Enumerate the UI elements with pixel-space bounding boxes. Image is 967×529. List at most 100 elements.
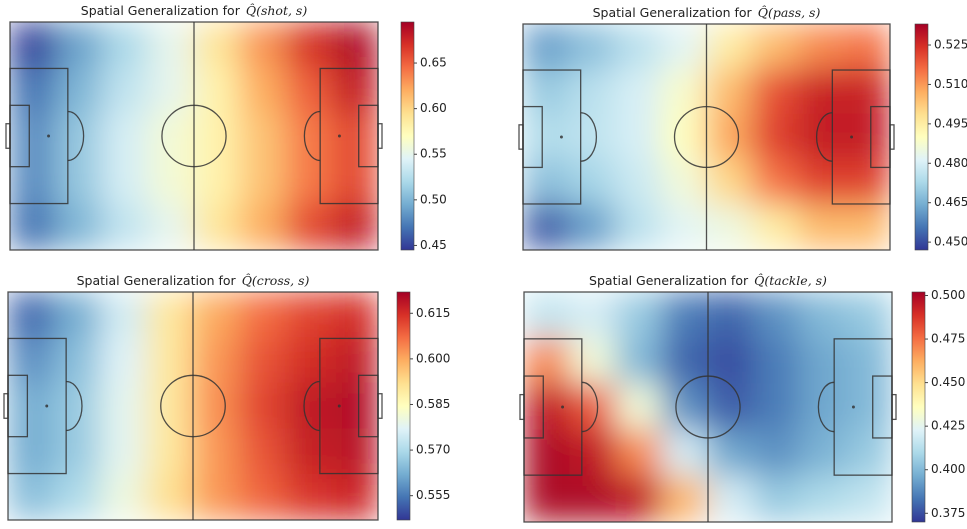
heat-cell: [147, 67, 195, 114]
pitch-line: [377, 123, 383, 149]
heat-cell: [101, 158, 149, 205]
heat-cell: [238, 291, 286, 339]
heat-cell: [147, 158, 195, 205]
heat-cell: [9, 158, 57, 205]
pitch-line: [5, 123, 11, 149]
heat-cell: [239, 158, 287, 205]
colorbar: [396, 291, 411, 521]
heat-cell: [845, 383, 893, 431]
heat-cell: [285, 158, 333, 205]
heat-cell: [9, 67, 57, 114]
colorbar-tick-label: 0.60: [420, 101, 447, 115]
colorbar-tick-label: 0.50: [420, 192, 447, 206]
heat-cell: [53, 337, 101, 384]
heat-cell: [285, 337, 333, 384]
heat-cell: [7, 337, 55, 384]
heat-cell: [797, 113, 845, 161]
heat-cell: [843, 68, 891, 115]
heat-cell: [55, 112, 103, 160]
colorbar-tick-label: 0.375: [931, 506, 965, 520]
heat-cell: [660, 204, 707, 251]
heat-cell: [9, 203, 57, 251]
heat-cell: [843, 204, 891, 251]
heat-cell: [845, 475, 893, 523]
heat-cell: [285, 291, 333, 339]
pitch-line: [816, 112, 833, 162]
colorbar-tick-label: 0.570: [416, 443, 450, 457]
pitch-line: [850, 135, 854, 139]
heat-cell: [331, 291, 379, 339]
heat-cell: [331, 428, 379, 475]
heat-cell: [100, 291, 148, 339]
colorbar-tick-label: 0.495: [934, 116, 967, 130]
heat-cell: [751, 159, 799, 206]
colorbar-tick-label: 0.585: [416, 397, 450, 411]
pitch-line: [675, 375, 741, 439]
heat-cell: [238, 473, 286, 521]
colorbar-tick-label: 0.55: [420, 147, 447, 161]
heat-cell: [707, 291, 755, 339]
pitch-line: [377, 393, 383, 419]
colorbar-tick-label: 0.555: [416, 488, 450, 502]
heat-cell: [239, 203, 287, 251]
pitch-line: [561, 405, 565, 409]
heat-cell: [522, 68, 570, 115]
title-text: Spatial Generalization for: [81, 3, 241, 18]
heat-cell: [799, 383, 847, 431]
heat-cell: [192, 291, 240, 339]
heat-cell: [615, 475, 663, 523]
pitch-line: [45, 404, 49, 408]
heat-cell: [661, 429, 709, 477]
colorbar-tick-label: 0.510: [934, 77, 967, 91]
heat-cell: [569, 383, 617, 431]
colorbar-tick-label: 0.450: [934, 235, 967, 249]
pitch-line: [889, 124, 895, 150]
heat-cell: [568, 113, 616, 161]
heat-cell: [753, 383, 801, 431]
title-text: Spatial Generalization for: [593, 5, 753, 20]
pitch-line: [161, 104, 227, 168]
heatmap-cells: [7, 291, 379, 521]
heat-cell: [799, 291, 847, 339]
heat-cell: [239, 67, 287, 114]
colorbar-tick-label: 0.465: [934, 195, 967, 209]
heat-cell: [797, 204, 845, 251]
heat-cell: [661, 291, 709, 339]
heat-cell: [100, 382, 148, 430]
chart-title: Spatial Generalization for Q̂(pass, s): [593, 4, 821, 19]
pitch-line: [817, 381, 835, 433]
colorbar-tick-label: 0.475: [931, 332, 965, 346]
heat-cell: [285, 21, 333, 69]
heat-cell: [285, 473, 333, 521]
heat-cell: [100, 473, 148, 521]
heat-cell: [239, 112, 287, 160]
pitch-line: [3, 393, 9, 419]
heat-cell: [146, 337, 194, 384]
heat-cell: [751, 23, 799, 70]
heat-cell: [146, 473, 194, 521]
heat-cell: [706, 113, 753, 161]
pitch-line: [337, 134, 341, 138]
heat-cell: [615, 337, 663, 385]
pitch-line: [891, 393, 897, 421]
heat-cell: [192, 473, 240, 521]
heat-cell: [101, 67, 149, 114]
heat-cell: [614, 113, 662, 161]
heat-cell: [100, 337, 148, 384]
heat-cell: [331, 473, 379, 521]
heat-cell: [523, 475, 571, 523]
heat-cell: [239, 21, 287, 69]
heat-cell: [101, 112, 149, 160]
pitch-line: [580, 112, 597, 162]
colorbar-tick-label: 0.480: [934, 156, 967, 170]
heat-cell: [661, 383, 709, 431]
heat-cell: [53, 428, 101, 475]
heat-cell: [845, 337, 893, 385]
pitch-line: [519, 393, 525, 421]
title-text: Spatial Generalization for: [589, 273, 749, 288]
colorbar-tick-label: 0.450: [931, 375, 965, 389]
heat-cell: [615, 383, 663, 431]
heat-cell: [55, 21, 103, 69]
heat-cell: [707, 475, 755, 523]
heat-cell: [285, 428, 333, 475]
